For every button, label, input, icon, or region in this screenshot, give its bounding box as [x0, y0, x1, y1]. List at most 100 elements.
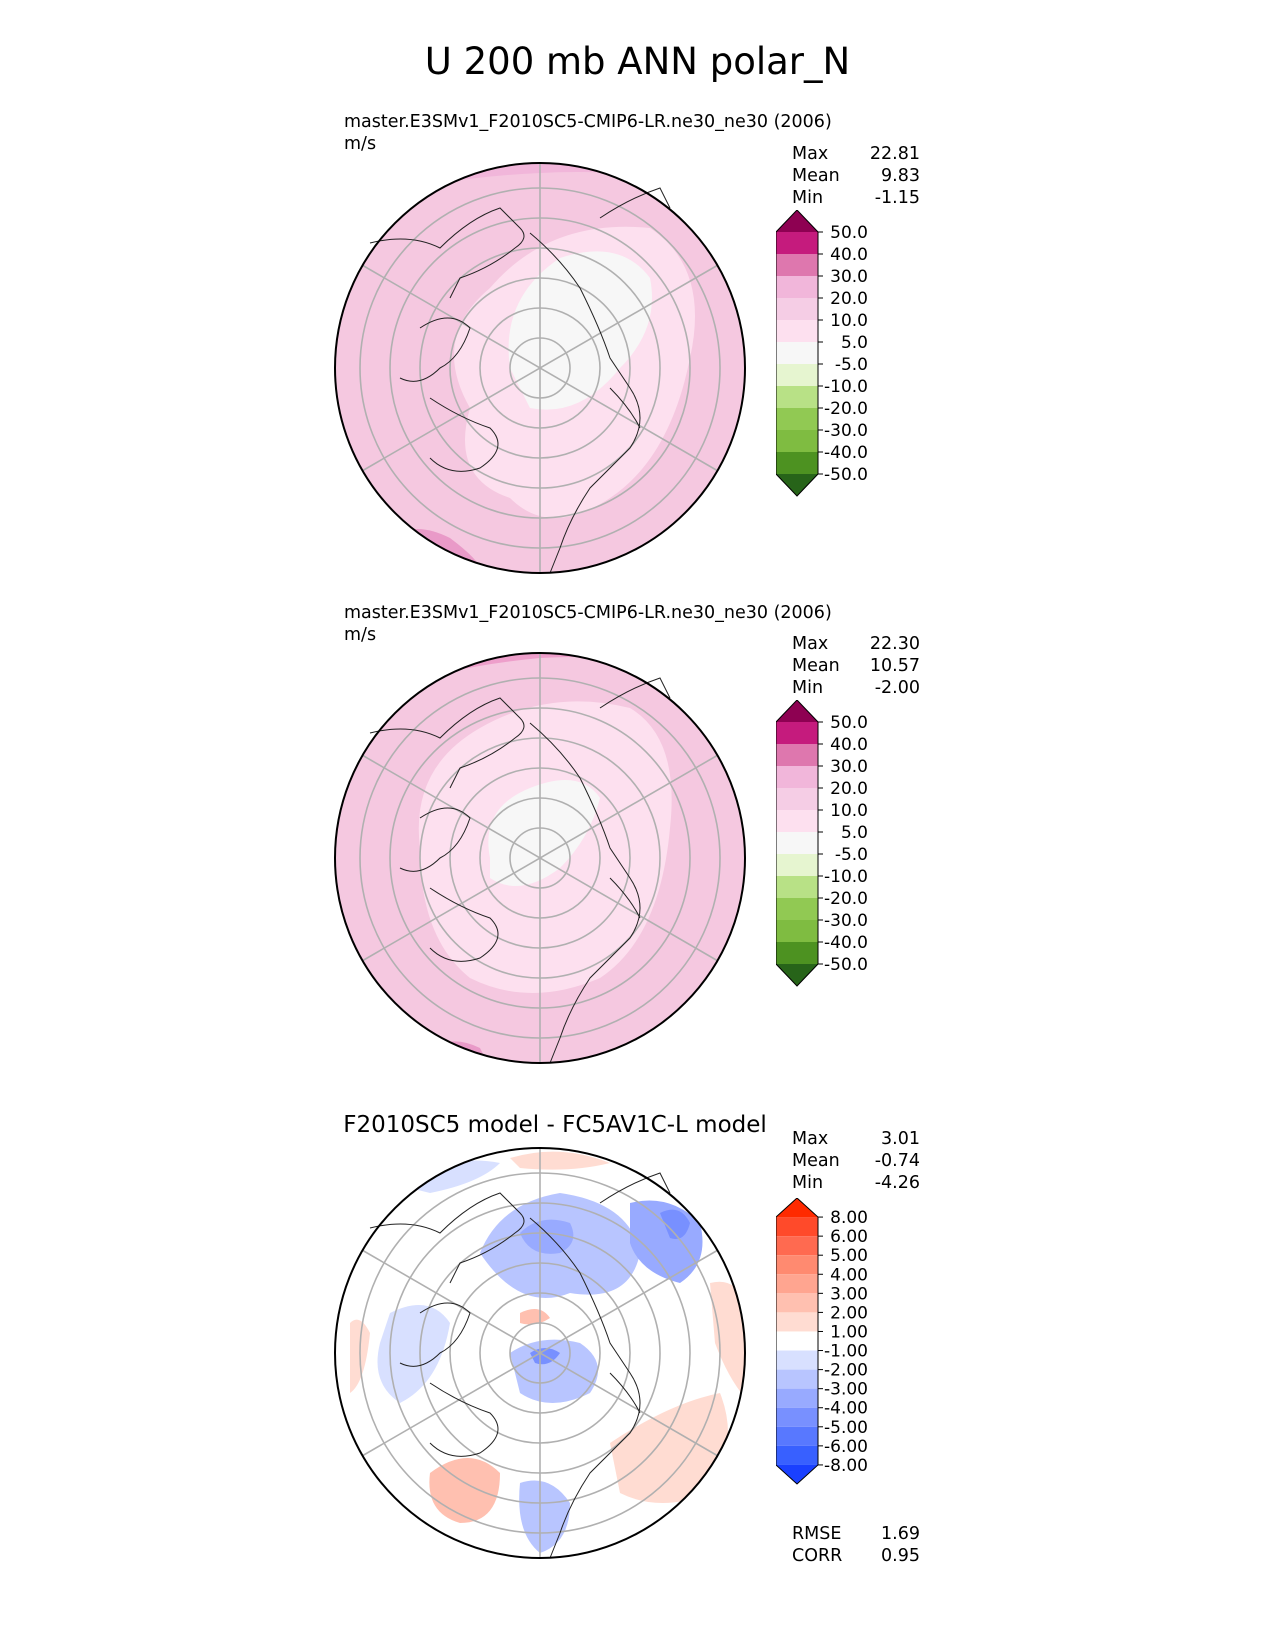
colorbar-segment — [776, 342, 818, 364]
colorbar-tick-label: -30.0 — [824, 911, 868, 931]
colorbar-segment — [776, 700, 818, 722]
colorbar-segment — [776, 210, 818, 232]
colorbar-tick-label: -50.0 — [824, 955, 868, 975]
colorbar-tick-label: -10.0 — [824, 867, 868, 887]
stat-mean: Mean 9.83 — [792, 166, 920, 186]
panel-1-colorbar: 50.040.030.020.010.05.0-5.0-10.0-20.0-30… — [776, 210, 868, 497]
colorbar-tick-label: 1.00 — [830, 1322, 868, 1342]
colorbar-segment — [776, 408, 818, 430]
colorbar-tick-label: -3.00 — [824, 1380, 868, 1400]
colorbar-tick-label: -40.0 — [824, 933, 868, 953]
colorbar-tick-label: 10.0 — [830, 801, 868, 821]
colorbar-tick-label: -1.00 — [824, 1342, 868, 1362]
panel-2-colorbar: 50.040.030.020.010.05.0-5.0-10.0-20.0-30… — [776, 700, 868, 987]
coastlines — [369, 187, 671, 574]
graticule — [359, 1148, 721, 1558]
colorbar-segment — [776, 1312, 818, 1332]
colorbar-segment — [776, 920, 818, 942]
colorbar-segment — [776, 1293, 818, 1313]
stat-mean: Mean -0.74 — [792, 1151, 920, 1171]
colorbar-tick-label: 10.0 — [830, 311, 868, 331]
colorbar-tick-label: -30.0 — [824, 421, 868, 441]
metric-rmse: RMSE 1.69 — [792, 1524, 920, 1544]
colorbar-segment — [776, 1274, 818, 1294]
colorbar-segment — [776, 232, 818, 254]
colorbar-segment — [776, 810, 818, 832]
colorbar-tick-label: 5.0 — [841, 823, 868, 843]
coastlines — [369, 677, 671, 1064]
colorbar-tick-label: 5.0 — [841, 333, 868, 353]
colorbar-segment — [776, 942, 818, 964]
colorbar-segment — [776, 744, 818, 766]
stat-max: Max 3.01 — [792, 1129, 920, 1149]
colorbar-tick-label: 20.0 — [830, 289, 868, 309]
colorbar-segment — [776, 1426, 818, 1446]
colorbar-segment — [776, 364, 818, 386]
colorbar-segment — [776, 276, 818, 298]
colorbar-segment — [776, 430, 818, 452]
colorbar-tick-label: 2.00 — [830, 1303, 868, 1323]
colorbar-tick-label: -40.0 — [824, 443, 868, 463]
graticule — [359, 163, 721, 573]
stat-min: Min -1.15 — [792, 188, 920, 208]
colorbar-segment — [776, 1445, 818, 1465]
colorbar-segment — [776, 876, 818, 898]
colorbar-segment — [776, 1369, 818, 1389]
panel-1-units: m/s — [344, 134, 377, 154]
colorbar-tick-label: -6.00 — [824, 1437, 868, 1457]
colorbar-segment — [776, 298, 818, 320]
colorbar-tick-label: 50.0 — [830, 223, 868, 243]
colorbar-segment — [776, 1350, 818, 1370]
colorbar-tick-label: 6.00 — [830, 1227, 868, 1247]
graticule — [359, 653, 721, 1063]
panel-1-stats: Max 22.81 Mean 9.83 Min -1.15 — [792, 143, 920, 209]
colorbar-segment — [776, 854, 818, 876]
colorbar-tick-label: 4.00 — [830, 1265, 868, 1285]
metric-corr: CORR 0.95 — [792, 1546, 920, 1566]
colorbar-tick-label: -2.00 — [824, 1361, 868, 1381]
colorbar-tick-label: -4.00 — [824, 1399, 868, 1419]
panel-2-stats: Max 22.30 Mean 10.57 Min -2.00 — [792, 633, 920, 699]
colorbar-tick-label: -8.00 — [824, 1456, 868, 1476]
panel-1-polar-map — [334, 162, 746, 574]
colorbar-segment — [776, 832, 818, 854]
colorbar-tick-label: 30.0 — [830, 267, 868, 287]
colorbar-segment — [776, 1255, 818, 1275]
panel-3-metrics: RMSE 1.69 CORR 0.95 — [792, 1523, 920, 1567]
colorbar-segment — [776, 898, 818, 920]
panel-3-colorbar: 8.006.005.004.003.002.001.00-1.00-2.00-3… — [776, 1198, 868, 1485]
colorbar-segment — [776, 1217, 818, 1237]
colorbar-tick-label: 50.0 — [830, 713, 868, 733]
colorbar-segment — [776, 1407, 818, 1427]
colorbar-tick-label: 3.00 — [830, 1284, 868, 1304]
colorbar-segment — [776, 474, 818, 496]
colorbar-tick-label: -5.0 — [835, 845, 868, 865]
colorbar-segment — [776, 320, 818, 342]
colorbar-tick-label: -5.00 — [824, 1418, 868, 1438]
panel-3-title: F2010SC5 model - FC5AV1C-L model — [343, 1112, 767, 1138]
colorbar-segment — [776, 1464, 818, 1484]
colorbar-tick-label: 40.0 — [830, 735, 868, 755]
panel-1-title: master.E3SMv1_F2010SC5-CMIP6-LR.ne30_ne3… — [344, 111, 832, 155]
figure-title: U 200 mb ANN polar_N — [424, 40, 851, 83]
colorbar-tick-label: 20.0 — [830, 779, 868, 799]
panel-3-stats: Max 3.01 Mean -0.74 Min -4.26 — [792, 1128, 920, 1194]
stat-max: Max 22.30 — [792, 634, 920, 654]
panel-3-polar-map — [334, 1147, 746, 1559]
colorbar-segment — [776, 766, 818, 788]
colorbar-tick-label: -10.0 — [824, 377, 868, 397]
colorbar-tick-label: -20.0 — [824, 889, 868, 909]
colorbar-tick-label: 30.0 — [830, 757, 868, 777]
colorbar-segment — [776, 1198, 818, 1218]
colorbar-segment — [776, 1331, 818, 1351]
colorbar-segment — [776, 788, 818, 810]
panel-2-title: master.E3SMv1_F2010SC5-CMIP6-LR.ne30_ne3… — [344, 602, 832, 646]
stat-min: Min -2.00 — [792, 678, 920, 698]
colorbar-segment — [776, 722, 818, 744]
colorbar-segment — [776, 964, 818, 986]
stat-mean: Mean 10.57 — [792, 656, 920, 676]
colorbar-segment — [776, 254, 818, 276]
colorbar-tick-label: 5.00 — [830, 1246, 868, 1266]
panel-2-case: master.E3SMv1_F2010SC5-CMIP6-LR.ne30_ne3… — [344, 603, 832, 623]
colorbar-tick-label: 40.0 — [830, 245, 868, 265]
